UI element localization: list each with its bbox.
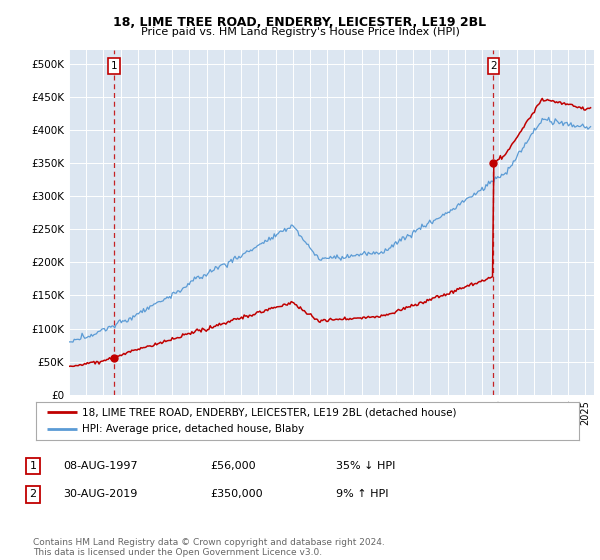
Text: 2: 2 [29, 489, 37, 500]
Text: 08-AUG-1997: 08-AUG-1997 [63, 461, 137, 471]
Text: 1: 1 [110, 61, 117, 71]
Text: 1: 1 [29, 461, 37, 471]
Text: HPI: Average price, detached house, Blaby: HPI: Average price, detached house, Blab… [82, 424, 304, 435]
Text: Price paid vs. HM Land Registry's House Price Index (HPI): Price paid vs. HM Land Registry's House … [140, 27, 460, 37]
Text: Contains HM Land Registry data © Crown copyright and database right 2024.
This d: Contains HM Land Registry data © Crown c… [33, 538, 385, 557]
Text: 30-AUG-2019: 30-AUG-2019 [63, 489, 137, 500]
Text: £56,000: £56,000 [210, 461, 256, 471]
Text: 18, LIME TREE ROAD, ENDERBY, LEICESTER, LE19 2BL: 18, LIME TREE ROAD, ENDERBY, LEICESTER, … [113, 16, 487, 29]
Text: 2: 2 [490, 61, 497, 71]
Text: 35% ↓ HPI: 35% ↓ HPI [336, 461, 395, 471]
Text: £350,000: £350,000 [210, 489, 263, 500]
Text: 9% ↑ HPI: 9% ↑ HPI [336, 489, 389, 500]
Text: 18, LIME TREE ROAD, ENDERBY, LEICESTER, LE19 2BL (detached house): 18, LIME TREE ROAD, ENDERBY, LEICESTER, … [82, 407, 457, 417]
